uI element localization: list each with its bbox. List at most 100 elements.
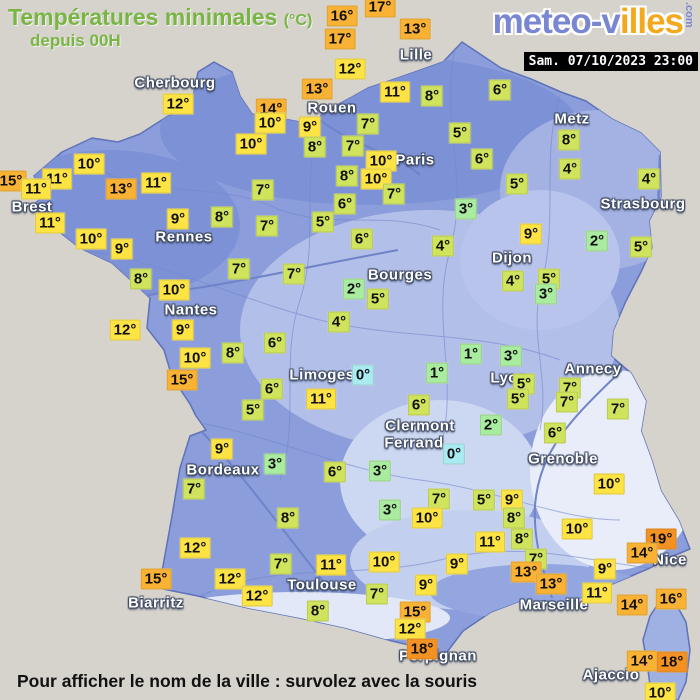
temp-badge[interactable]: 10° — [360, 168, 392, 190]
temp-badge[interactable]: 3° — [263, 453, 287, 475]
temp-badge[interactable]: 16° — [655, 588, 687, 610]
temp-badge[interactable]: 9° — [210, 438, 234, 460]
temp-badge[interactable]: 5° — [241, 399, 265, 421]
temp-badge[interactable]: 14° — [616, 594, 648, 616]
temp-badge[interactable]: 9° — [414, 574, 438, 596]
temp-badge[interactable]: 8° — [303, 136, 327, 158]
temp-badge[interactable]: 2° — [342, 278, 366, 300]
temp-badge[interactable]: 11° — [35, 212, 65, 234]
temp-badge[interactable]: 5° — [629, 236, 653, 258]
temp-badge[interactable]: 5° — [448, 122, 472, 144]
temp-badge[interactable]: 11° — [306, 388, 336, 410]
temp-badge[interactable]: 0° — [351, 364, 375, 386]
temp-badge[interactable]: 10° — [368, 551, 400, 573]
temp-badge[interactable]: 9° — [166, 208, 190, 230]
temp-badge[interactable]: 8° — [557, 129, 581, 151]
temp-badge[interactable]: 12° — [109, 319, 141, 341]
temp-badge[interactable]: 11° — [380, 81, 410, 103]
temp-badge[interactable]: 14° — [626, 542, 658, 564]
temp-badge[interactable]: 8° — [221, 342, 245, 364]
temp-badge[interactable]: 8° — [306, 600, 330, 622]
temp-badge[interactable]: 8° — [129, 268, 153, 290]
temp-badge[interactable]: 4° — [501, 270, 525, 292]
temp-badge[interactable]: 7° — [251, 179, 275, 201]
temp-badge[interactable]: 2° — [585, 230, 609, 252]
temp-badge[interactable]: 12° — [179, 537, 211, 559]
temp-badge[interactable]: 15° — [0, 170, 27, 192]
temp-badge[interactable]: 8° — [276, 507, 300, 529]
temp-badge[interactable]: 3° — [454, 198, 478, 220]
temp-badge[interactable]: 8° — [210, 206, 234, 228]
temp-badge[interactable]: 10° — [73, 153, 105, 175]
temp-badge[interactable]: 7° — [282, 263, 306, 285]
temp-badge[interactable]: 9° — [519, 223, 543, 245]
temp-badge[interactable]: 10° — [365, 150, 397, 172]
temp-badge[interactable]: 9° — [445, 553, 469, 575]
temp-badge[interactable]: 3° — [499, 345, 523, 367]
temp-badge[interactable]: 12° — [241, 585, 273, 607]
temp-badge[interactable]: 4° — [637, 168, 661, 190]
temp-badge[interactable]: 9° — [110, 238, 134, 260]
temp-badge[interactable]: 9° — [298, 116, 322, 138]
temp-badge[interactable]: 5° — [506, 388, 530, 410]
temp-badge[interactable]: 7° — [427, 488, 451, 510]
temp-badge[interactable]: 9° — [171, 319, 195, 341]
temp-badge[interactable]: 8° — [510, 528, 534, 550]
temp-badge[interactable]: 13° — [105, 178, 137, 200]
temp-badge[interactable]: 6° — [263, 332, 287, 354]
temp-badge[interactable]: 12° — [334, 58, 366, 80]
temp-badge[interactable]: 10° — [235, 133, 267, 155]
temp-badge[interactable]: 5° — [311, 211, 335, 233]
temp-badge[interactable]: 10° — [254, 112, 286, 134]
temp-badge[interactable]: 4° — [558, 158, 582, 180]
temp-badge[interactable]: 10° — [644, 682, 676, 700]
temp-badge[interactable]: 14° — [626, 650, 658, 672]
temp-badge[interactable]: 8° — [502, 507, 526, 529]
temp-badge[interactable]: 13° — [535, 573, 567, 595]
temp-badge[interactable]: 11° — [475, 531, 505, 553]
temp-badge[interactable]: 10° — [158, 279, 190, 301]
temp-badge[interactable]: 9° — [500, 489, 524, 511]
temp-badge[interactable]: 9° — [593, 558, 617, 580]
temp-badge[interactable]: 13° — [510, 561, 542, 583]
temp-badge[interactable]: 3° — [378, 499, 402, 521]
temp-badge[interactable]: 10° — [179, 347, 211, 369]
temp-badge[interactable]: 7° — [555, 391, 579, 413]
temp-badge[interactable]: 7° — [182, 478, 206, 500]
temp-badge[interactable]: 18° — [656, 651, 688, 673]
temp-badge[interactable]: 12° — [394, 618, 426, 640]
meteo-villes-logo[interactable]: meteo-villes.com — [493, 2, 695, 42]
temp-badge[interactable]: 4° — [431, 235, 455, 257]
temp-badge[interactable]: 7° — [341, 135, 365, 157]
temp-badge[interactable]: 6° — [470, 148, 494, 170]
temp-badge[interactable]: 15° — [140, 568, 172, 590]
temp-badge[interactable]: 7° — [227, 258, 251, 280]
temp-badge[interactable]: 17° — [324, 28, 356, 50]
temp-badge[interactable]: 0° — [442, 443, 466, 465]
temp-badge[interactable]: 7° — [255, 215, 279, 237]
temp-badge[interactable]: 11° — [141, 172, 171, 194]
temp-badge[interactable]: 1° — [425, 362, 449, 384]
temp-badge[interactable]: 15° — [166, 369, 198, 391]
temp-badge[interactable]: 10° — [561, 518, 593, 540]
temp-badge[interactable]: 3° — [534, 283, 558, 305]
temp-badge[interactable]: 2° — [479, 414, 503, 436]
temp-badge[interactable]: 3° — [368, 460, 392, 482]
temp-badge[interactable]: 6° — [350, 228, 374, 250]
temp-badge[interactable]: 17° — [364, 0, 396, 18]
temp-badge[interactable]: 7° — [269, 553, 293, 575]
temp-badge[interactable]: 6° — [488, 79, 512, 101]
temp-badge[interactable]: 6° — [260, 378, 284, 400]
temp-badge[interactable]: 7° — [606, 398, 630, 420]
temp-badge[interactable]: 12° — [214, 568, 246, 590]
temp-badge[interactable]: 11° — [316, 554, 346, 576]
temp-badge[interactable]: 7° — [382, 183, 406, 205]
temp-badge[interactable]: 6° — [333, 193, 357, 215]
temp-badge[interactable]: 7° — [365, 583, 389, 605]
temp-badge[interactable]: 8° — [335, 165, 359, 187]
temp-badge[interactable]: 11° — [21, 178, 51, 200]
temp-badge[interactable]: 18° — [406, 638, 438, 660]
temp-badge[interactable]: 11° — [582, 582, 612, 604]
temp-badge[interactable]: 8° — [420, 85, 444, 107]
